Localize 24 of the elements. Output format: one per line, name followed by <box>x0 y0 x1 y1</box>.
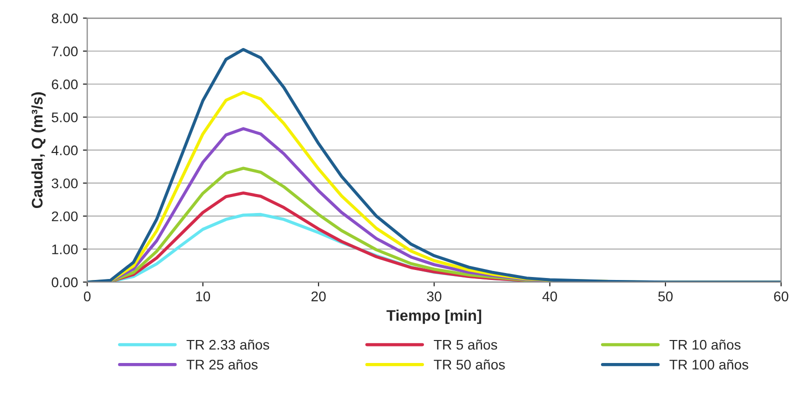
legend-label: TR 2.33 años <box>186 340 270 350</box>
legend-label: TR 25 años <box>186 359 258 370</box>
y-tick-label: 6.00 <box>52 79 78 90</box>
x-tick-label: 10 <box>196 291 210 302</box>
y-tick-label: 0.00 <box>52 277 78 288</box>
legend-label: TR 50 años <box>434 359 505 370</box>
legend-label: TR 5 años <box>434 340 498 350</box>
x-tick-label: 60 <box>774 291 788 302</box>
y-axis-title: Caudal, Q (m³/s) <box>31 92 46 208</box>
x-axis-title: Tiempo [min] <box>386 310 482 324</box>
y-tick-label: 2.00 <box>52 211 78 222</box>
y-tick-label: 1.00 <box>52 244 78 254</box>
x-tick-label: 30 <box>426 291 442 302</box>
x-tick-label: 40 <box>542 291 557 302</box>
legend-label: TR 100 años <box>670 359 748 370</box>
y-tick-label: 3.00 <box>52 178 78 188</box>
x-tick-label: 50 <box>658 291 673 302</box>
y-tick-label: 4.00 <box>51 145 78 156</box>
y-tick-label: 8.00 <box>52 13 78 24</box>
y-tick-label: 5.00 <box>52 112 78 122</box>
x-tick-label: 20 <box>311 291 326 302</box>
x-tick-label: 0 <box>84 291 91 302</box>
legend-label: TR 10 años <box>670 340 741 350</box>
y-tick-label: 7.00 <box>52 46 78 56</box>
